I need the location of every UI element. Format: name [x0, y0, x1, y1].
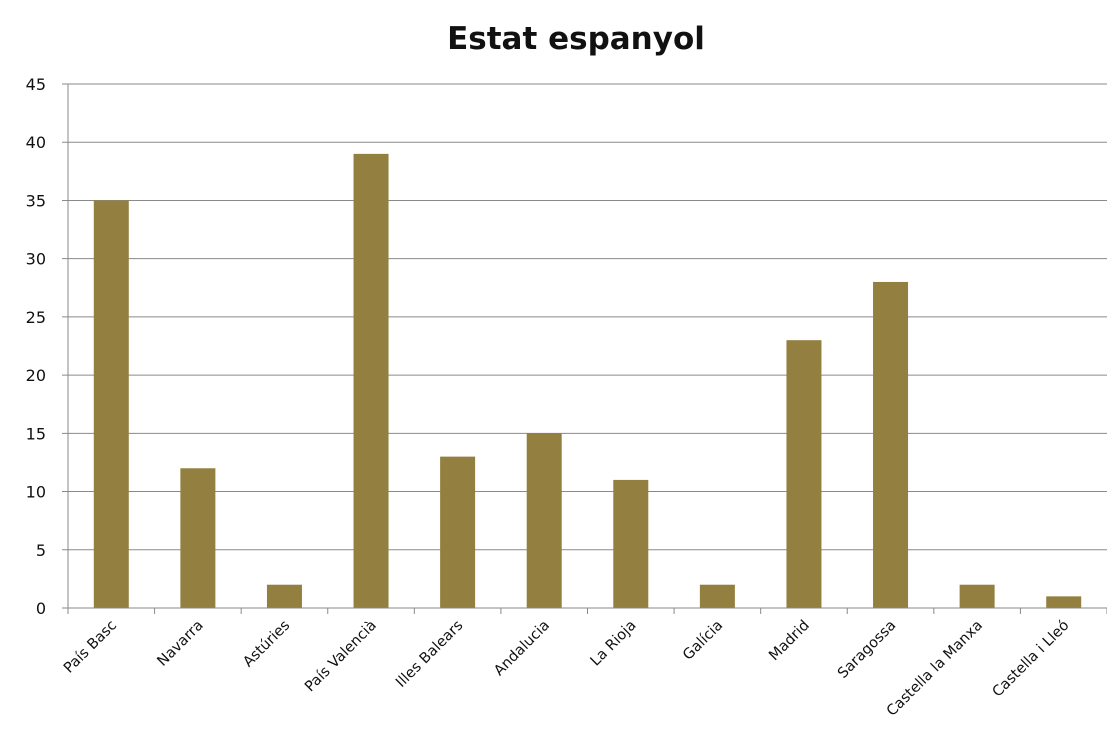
x-tick-label: Astúries	[240, 618, 293, 671]
bar	[266, 584, 302, 608]
bar	[180, 468, 216, 608]
y-tick-label: 15	[26, 424, 46, 443]
x-axis	[67, 84, 1107, 614]
bar	[1046, 596, 1082, 608]
y-tick-label: 40	[26, 133, 46, 152]
bar	[786, 340, 822, 608]
y-tick-label: 45	[26, 75, 46, 94]
bar	[873, 281, 909, 608]
bars	[93, 153, 1082, 608]
gridlines	[62, 83, 1107, 609]
y-tick-label: 30	[26, 250, 46, 269]
y-axis-ticks: 0 5 10 15 20 25 30 35 40 45	[26, 75, 46, 618]
bar	[353, 153, 389, 608]
x-tick-label: La Rioja	[588, 618, 640, 670]
x-tick-label: Galícia	[680, 618, 726, 664]
x-tick-label: Navarra	[155, 618, 207, 670]
bar	[526, 433, 562, 608]
x-tick-label: País Valencià	[302, 618, 380, 696]
x-axis-labels: País Basc Navarra Astúries País Valencià Ill…	[61, 617, 1073, 719]
x-tick-label: Andalucia	[491, 618, 553, 680]
x-tick-label: Saragossa	[835, 618, 899, 682]
y-tick-label: 5	[36, 541, 46, 560]
bar	[959, 584, 995, 608]
y-tick-label: 35	[26, 191, 46, 210]
x-tick-label: Illes Balears	[393, 618, 466, 691]
y-tick-label: 20	[26, 366, 46, 385]
chart-title: Estat espanyol	[447, 21, 705, 57]
y-tick-label: 10	[26, 483, 46, 502]
x-tick-label: País Basc	[61, 617, 120, 676]
y-tick-label: 0	[36, 599, 46, 618]
x-tick-label: Castella i Lleó	[990, 617, 1073, 700]
y-tick-label: 25	[26, 308, 46, 327]
bar	[440, 456, 476, 608]
bar	[613, 479, 649, 608]
bar	[699, 584, 735, 608]
bar	[93, 200, 129, 608]
x-tick-label: Castella la Manxa	[884, 618, 986, 720]
x-tick-label: Madrid	[766, 618, 813, 665]
